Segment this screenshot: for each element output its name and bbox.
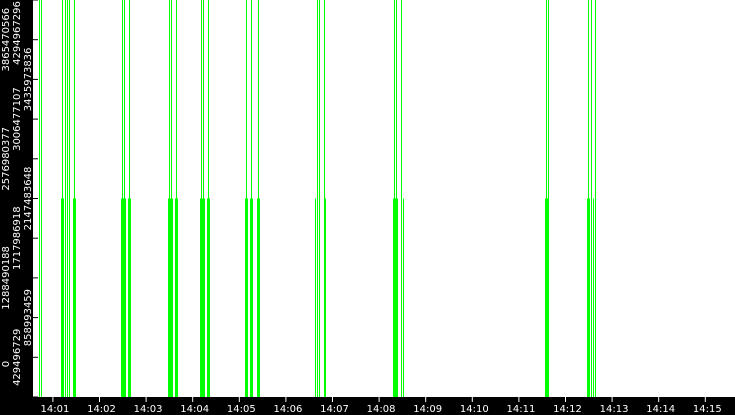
bar-4 <box>63 198 64 397</box>
x-tick-label: 14:02 <box>87 404 116 415</box>
y-tick-label: 4294967296 <box>12 1 23 65</box>
bar-3 <box>62 0 63 397</box>
x-tick-label: 14:10 <box>460 404 489 415</box>
bar-14 <box>124 0 125 397</box>
bar-42 <box>258 0 259 397</box>
bar-55 <box>401 0 402 397</box>
x-tick-label: 14:08 <box>367 404 396 415</box>
bar-9 <box>74 0 75 397</box>
bar-35 <box>245 198 246 397</box>
bar-12 <box>122 0 123 397</box>
bar-29 <box>202 198 203 397</box>
y-tick-label: 2576980377 <box>1 127 12 191</box>
bar-5 <box>65 0 66 397</box>
x-tick-label: 14:11 <box>506 404 535 415</box>
bar-24 <box>175 198 176 397</box>
plot-area <box>33 0 735 397</box>
bar-32 <box>207 198 208 397</box>
bar-56 <box>403 198 404 397</box>
bar-64 <box>591 0 592 397</box>
bar-2 <box>61 198 62 397</box>
bar-65 <box>593 198 594 397</box>
bar-36 <box>246 0 247 397</box>
bar-62 <box>588 0 589 397</box>
bar-18 <box>130 198 131 397</box>
bar-15 <box>125 198 126 397</box>
bar-58 <box>546 0 547 397</box>
bar-25 <box>176 0 177 397</box>
bar-28 <box>201 0 202 397</box>
bar-34 <box>209 198 210 397</box>
bar-1 <box>41 0 42 397</box>
bar-44 <box>315 198 316 397</box>
bar-17 <box>129 0 130 397</box>
bar-40 <box>252 198 253 397</box>
bar-30 <box>203 0 204 397</box>
y-tick-label: 3435973836 <box>23 48 34 112</box>
x-axis-background <box>0 397 735 415</box>
bar-23 <box>172 198 173 397</box>
y-tick-label: 3006477107 <box>12 87 23 151</box>
bar-7 <box>69 0 70 397</box>
bar-21 <box>170 198 171 397</box>
x-tick-label: 14:14 <box>646 404 675 415</box>
y-tick-label: 1288490188 <box>1 246 12 310</box>
bars <box>39 0 596 397</box>
bar-59 <box>547 198 548 397</box>
bar-38 <box>250 198 251 397</box>
bar-6 <box>67 0 68 397</box>
x-tick-label: 14:12 <box>553 404 582 415</box>
bar-43 <box>259 198 260 397</box>
bar-26 <box>177 198 178 397</box>
bar-27 <box>200 198 201 397</box>
bar-41 <box>257 198 258 397</box>
x-tick-label: 14:04 <box>180 404 209 415</box>
x-axis: 14:01 14:02 14:03 14:04 14:05 14:06 14:07 14:08… <box>40 397 722 415</box>
bar-48 <box>324 0 325 397</box>
bar-8 <box>73 198 74 397</box>
bar-50 <box>393 198 394 397</box>
y-axis-background <box>0 0 33 415</box>
y-tick-label: 3865470566 <box>1 8 12 72</box>
bar-60 <box>548 0 549 397</box>
y-axis: 0 429496729858993459128849018817179869182… <box>1 0 38 398</box>
bar-0 <box>39 0 40 397</box>
bar-37 <box>247 198 248 397</box>
y-tick-label: 429496729 <box>12 329 23 386</box>
bar-19 <box>168 198 169 397</box>
bar-22 <box>171 0 172 397</box>
bar-63 <box>589 198 590 397</box>
x-tick-label: 14:09 <box>413 404 442 415</box>
y-tick-label: 0 <box>1 361 12 367</box>
bar-13 <box>123 198 124 397</box>
bar-20 <box>169 0 170 397</box>
bar-33 <box>208 0 209 397</box>
x-tick-label: 14:05 <box>227 404 256 415</box>
bar-16 <box>128 198 129 397</box>
x-tick-label: 14:07 <box>320 404 349 415</box>
bar-53 <box>396 0 397 397</box>
bar-11 <box>121 198 122 397</box>
bar-47 <box>319 0 320 397</box>
y-tick-label: 2147483648 <box>23 167 34 231</box>
x-tick-label: 14:15 <box>693 404 722 415</box>
x-tick-label: 14:01 <box>40 404 69 415</box>
bar-54 <box>397 198 398 397</box>
bar-52 <box>395 198 396 397</box>
x-tick-label: 14:06 <box>273 404 302 415</box>
y-tick-label: 1717986918 <box>12 206 23 270</box>
bar-39 <box>251 0 252 397</box>
bar-57 <box>545 198 546 397</box>
bar-46 <box>317 198 318 397</box>
bar-31 <box>204 198 205 397</box>
bar-66 <box>595 0 596 397</box>
bar-51 <box>394 0 395 397</box>
x-tick-label: 14:13 <box>600 404 629 415</box>
y-tick-label: 858993459 <box>23 289 34 346</box>
bar-61 <box>587 198 588 397</box>
x-tick-label: 14:03 <box>134 404 163 415</box>
bar-49 <box>325 198 326 397</box>
bar-10 <box>75 198 76 397</box>
